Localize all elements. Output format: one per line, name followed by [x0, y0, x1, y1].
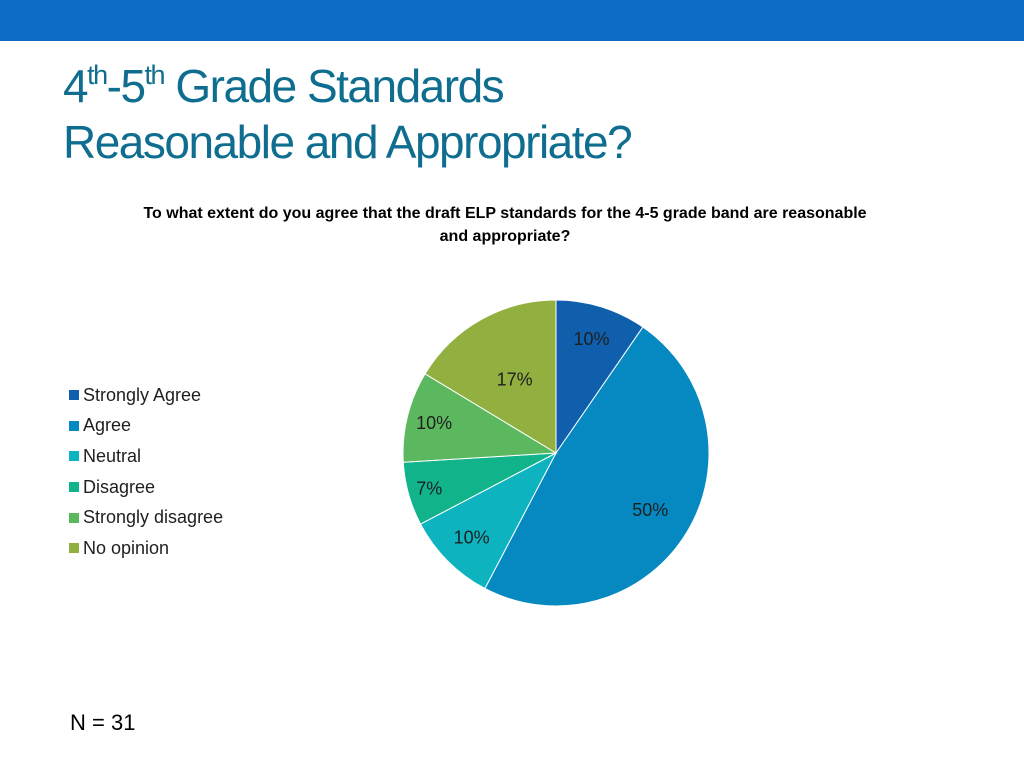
pie-slice-agree — [484, 326, 710, 607]
slide-title-line-2: Reasonable and Appropriate? — [63, 116, 633, 168]
slide-title: 4th-5th Grade Standards Reasonable and A… — [63, 58, 963, 170]
legend-item-neutral: Neutral — [69, 441, 223, 472]
legend-label: Agree — [83, 415, 132, 436]
legend-swatch — [69, 543, 79, 554]
pie-slice-neutral — [419, 451, 558, 590]
pie-slice-no-opinion — [424, 299, 557, 454]
title-part-2: -5 — [106, 60, 146, 112]
title-superscript-2: th — [144, 59, 166, 90]
data-label-strongly-agree: 10% — [573, 329, 609, 349]
legend-item-no-opinion: No opinion — [69, 533, 223, 564]
legend-swatch — [69, 420, 79, 431]
data-label-strongly-disagree: 10% — [416, 413, 452, 433]
legend-label: Strongly disagree — [83, 507, 224, 528]
legend-swatch — [69, 482, 79, 493]
legend-item-disagree: Disagree — [69, 472, 223, 503]
sample-size-label: N = 31 — [70, 710, 136, 735]
legend-label: No opinion — [83, 537, 170, 558]
data-label-neutral: 10% — [454, 527, 490, 547]
legend-item-strongly-agree: Strongly Agree — [69, 380, 223, 411]
legend-swatch — [69, 512, 79, 523]
data-label-agree: 50% — [632, 500, 668, 520]
chart-title: To what extent do you agree that the dra… — [143, 205, 867, 245]
pie-slice-strongly-disagree — [402, 373, 558, 463]
legend-item-strongly-disagree: Strongly disagree — [69, 502, 223, 533]
data-label-no-opinion: 17% — [497, 370, 533, 390]
legend-item-agree: Agree — [69, 411, 223, 442]
chart-legend: Strongly Agree Agree Neutral Disagree Strong… — [69, 380, 223, 564]
legend-label: Disagree — [83, 476, 156, 497]
top-banner-bar — [0, 0, 1024, 41]
title-part-3: Grade Standards — [164, 60, 504, 112]
slide-title-line-1: 4th-5th Grade Standards — [63, 58, 963, 114]
title-superscript-1: th — [87, 59, 108, 90]
data-label-disagree: 7% — [416, 478, 442, 498]
pie-slice-strongly-agree — [555, 299, 644, 455]
legend-swatch — [69, 390, 79, 401]
legend-label: Neutral — [83, 445, 142, 466]
legend-swatch — [69, 451, 79, 462]
title-part-1: 4 — [63, 60, 89, 112]
legend-label: Strongly Agree — [83, 384, 202, 405]
